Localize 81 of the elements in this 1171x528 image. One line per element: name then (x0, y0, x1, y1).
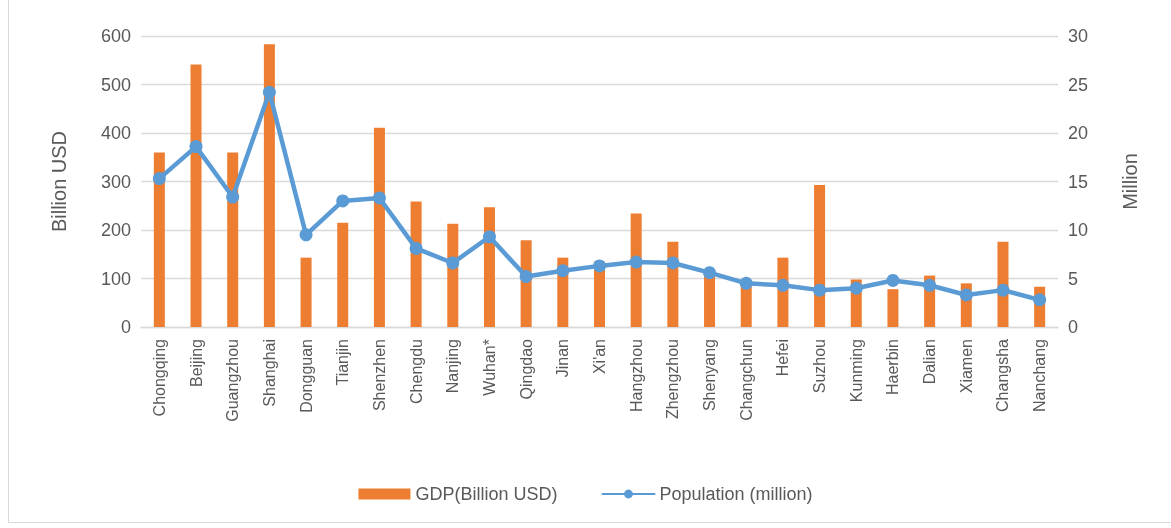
x-tick-label: Xiamen (957, 339, 975, 394)
y2-tick-label: 30 (1068, 26, 1089, 46)
bar (300, 257, 312, 327)
y-tick-label: 300 (100, 171, 131, 192)
x-tick-label: Beijing (187, 339, 205, 388)
point (1033, 293, 1047, 307)
y-tick-label: 0 (120, 317, 131, 337)
bar (483, 207, 495, 327)
y-tick-label: 200 (100, 220, 131, 240)
x-tick-label: Shenyang (701, 339, 719, 412)
bar (263, 44, 275, 327)
x-tick-label: Jinan (554, 339, 572, 378)
bar (887, 289, 899, 327)
y2-tick-label: 20 (1068, 123, 1089, 143)
x-tick-label: Chengdu (407, 339, 425, 404)
point (996, 283, 1010, 297)
x-tick-label: Dalian (921, 339, 939, 385)
x-tick-label: Haerbin (884, 339, 902, 396)
x-tick-label: Wuhan* (480, 339, 498, 396)
y-tick-label: 600 (100, 26, 131, 46)
x-tick-label: Shenzhen (370, 339, 388, 412)
point (959, 288, 973, 302)
point (593, 259, 606, 273)
point (923, 278, 937, 292)
x-tick-label: Dongguan (297, 339, 315, 413)
x-tick-label: Hangzhou (627, 339, 645, 412)
bar (630, 213, 642, 327)
y-tick-label: 100 (100, 268, 131, 289)
x-tick-label: Hefei (774, 339, 792, 377)
x-tick-label: Zhengzhou (664, 339, 682, 420)
y-tick-label: 500 (100, 74, 131, 95)
x-tick-label: Kunming (847, 339, 865, 403)
x-tick-label: Nanchang (1031, 339, 1049, 412)
point (372, 191, 386, 205)
point (336, 194, 350, 208)
x-tick-label: Guangzhou (224, 339, 242, 422)
legend-label: GDP(Billion USD) (415, 484, 558, 504)
point (299, 228, 313, 242)
x-tick-label: Qingdao (517, 338, 535, 400)
bar (337, 222, 349, 327)
y-tick-label: 400 (100, 123, 131, 143)
point (849, 281, 863, 295)
bar (814, 184, 826, 327)
y2-tick-label: 5 (1068, 268, 1079, 289)
point (886, 273, 900, 287)
point (703, 266, 717, 280)
y2-tick-label: 15 (1068, 171, 1089, 192)
point (556, 264, 570, 278)
point (189, 140, 203, 154)
y2-tick-label: 10 (1068, 220, 1089, 240)
legend-label: Population (million) (659, 484, 813, 504)
x-tick-label: Suzhou (811, 339, 829, 394)
y2-tick-label: 0 (1068, 317, 1079, 337)
point (666, 256, 680, 270)
point (519, 270, 533, 284)
x-tick-label: Nanjing (444, 339, 462, 394)
x-tick-label: Tianjin (334, 339, 352, 386)
bar (373, 127, 385, 327)
point (409, 241, 423, 255)
point (739, 276, 753, 290)
x-tick-label: Chongqing (150, 339, 168, 417)
point (776, 278, 790, 292)
y-axis-title: Billion USD (48, 130, 70, 233)
bar (227, 152, 239, 327)
bar (410, 201, 422, 327)
point (262, 85, 276, 99)
bar (190, 64, 202, 327)
x-tick-label: Changsha (994, 338, 1012, 412)
x-tick-label: Changchun (737, 339, 755, 421)
x-tick-label: Xi'an (591, 339, 608, 375)
x-tick-label: Shanghai (260, 339, 278, 407)
y2-tick-label: 25 (1068, 74, 1089, 95)
point (152, 172, 166, 186)
point (813, 283, 827, 297)
point (226, 190, 240, 204)
bar (704, 274, 716, 327)
bar (153, 152, 165, 327)
point (482, 230, 496, 244)
point (629, 255, 643, 269)
point (446, 256, 460, 270)
y2-axis-title: Million (1119, 153, 1141, 210)
